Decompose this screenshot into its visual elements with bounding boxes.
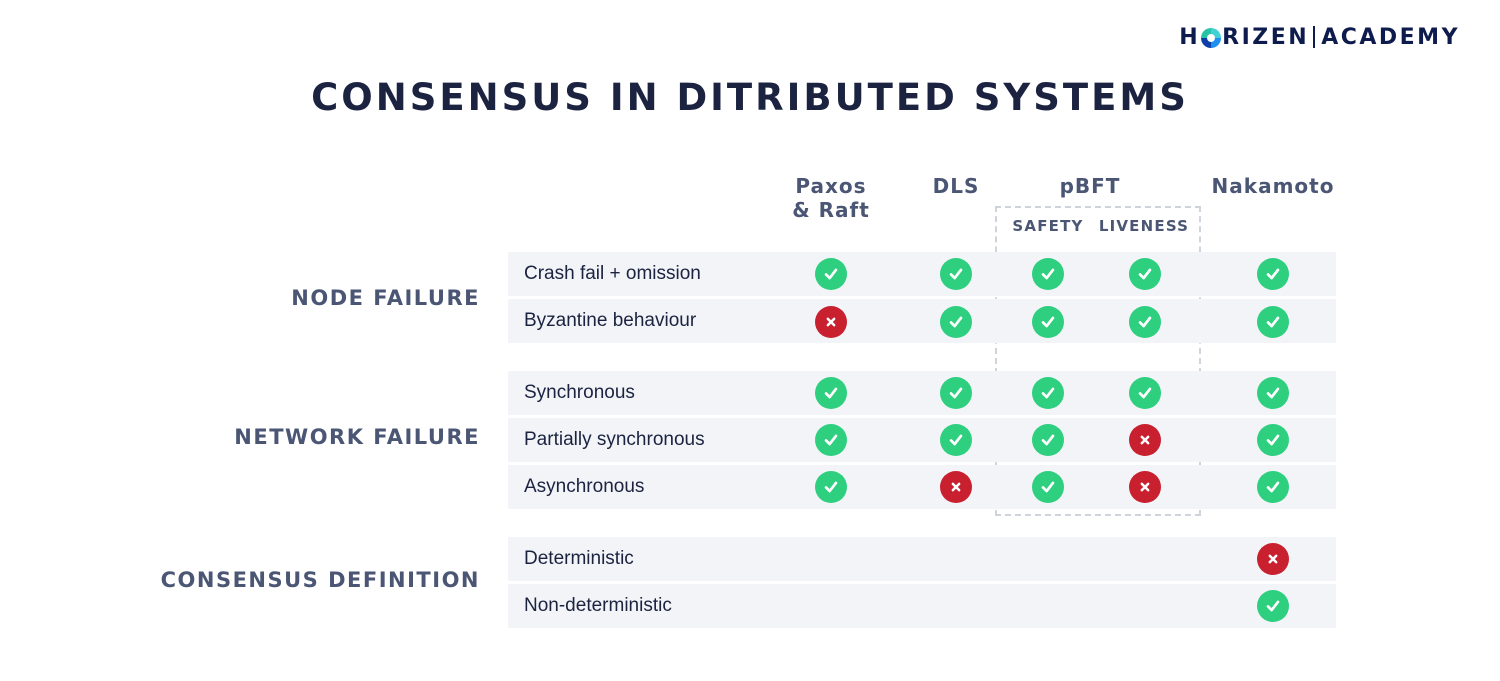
checkmark-icon: [1129, 306, 1161, 338]
checkmark-icon: [1032, 258, 1064, 290]
cross-icon: [1129, 424, 1161, 456]
table-row: Synchronous: [508, 371, 1336, 415]
checkmark-icon: [815, 377, 847, 409]
checkmark-icon: [1129, 258, 1161, 290]
cross-icon: [1257, 543, 1289, 575]
column-header-safety: SAFETY: [1012, 217, 1084, 235]
group-label-node-failure: NODE FAILURE: [291, 286, 480, 310]
horizen-o-icon: [1201, 28, 1222, 48]
checkmark-icon: [1032, 306, 1064, 338]
checkmark-icon: [815, 258, 847, 290]
logo-text-academy: ACADEMY: [1321, 24, 1460, 50]
group-label-consensus-definition: CONSENSUS DEFINITION: [160, 568, 480, 592]
logo-text-rizen: RIZEN: [1222, 24, 1310, 50]
checkmark-icon: [1032, 471, 1064, 503]
checkmark-icon: [1129, 377, 1161, 409]
group-label-network-failure: NETWORK FAILURE: [234, 425, 480, 449]
checkmark-icon: [1257, 471, 1289, 503]
table-row: Deterministic: [508, 537, 1336, 581]
column-header-paxos-line1: Paxos: [795, 174, 867, 198]
checkmark-icon: [815, 471, 847, 503]
row-label: Synchronous: [524, 382, 635, 403]
logo-text-h: H: [1179, 24, 1201, 50]
checkmark-icon: [1257, 424, 1289, 456]
cross-icon: [940, 471, 972, 503]
checkmark-icon: [1257, 377, 1289, 409]
table-row: Asynchronous: [508, 465, 1336, 509]
checkmark-icon: [1032, 377, 1064, 409]
column-header-nakamoto: Nakamoto: [1211, 174, 1335, 198]
checkmark-icon: [940, 306, 972, 338]
row-label: Asynchronous: [524, 476, 645, 497]
row-label: Crash fail + omission: [524, 263, 701, 284]
table-row: Partially synchronous: [508, 418, 1336, 462]
column-header-paxos-line2: & Raft: [792, 198, 870, 222]
checkmark-icon: [1032, 424, 1064, 456]
row-label: Partially synchronous: [524, 429, 705, 450]
column-header-paxos-raft: Paxos & Raft: [771, 174, 891, 222]
pbft-dashed-box: [995, 206, 1201, 516]
checkmark-icon: [1257, 306, 1289, 338]
row-label: Deterministic: [524, 548, 634, 569]
checkmark-icon: [815, 424, 847, 456]
page-title: CONSENSUS IN DITRIBUTED SYSTEMS: [311, 76, 1189, 119]
checkmark-icon: [1257, 590, 1289, 622]
table-row: Crash fail + omission: [508, 252, 1336, 296]
logo-divider: [1313, 26, 1316, 48]
cross-icon: [1129, 471, 1161, 503]
column-header-liveness: LIVENESS: [1098, 217, 1190, 235]
column-header-dls: DLS: [932, 174, 980, 198]
table-row: Non-deterministic: [508, 584, 1336, 628]
horizen-academy-logo: H RIZEN ACADEMY: [1179, 22, 1460, 52]
column-header-pbft: pBFT: [1059, 174, 1121, 198]
checkmark-icon: [940, 424, 972, 456]
checkmark-icon: [1257, 258, 1289, 290]
checkmark-icon: [940, 258, 972, 290]
cross-icon: [815, 306, 847, 338]
table-row: Byzantine behaviour: [508, 299, 1336, 343]
checkmark-icon: [940, 377, 972, 409]
row-label: Non-deterministic: [524, 595, 672, 616]
row-label: Byzantine behaviour: [524, 310, 697, 331]
